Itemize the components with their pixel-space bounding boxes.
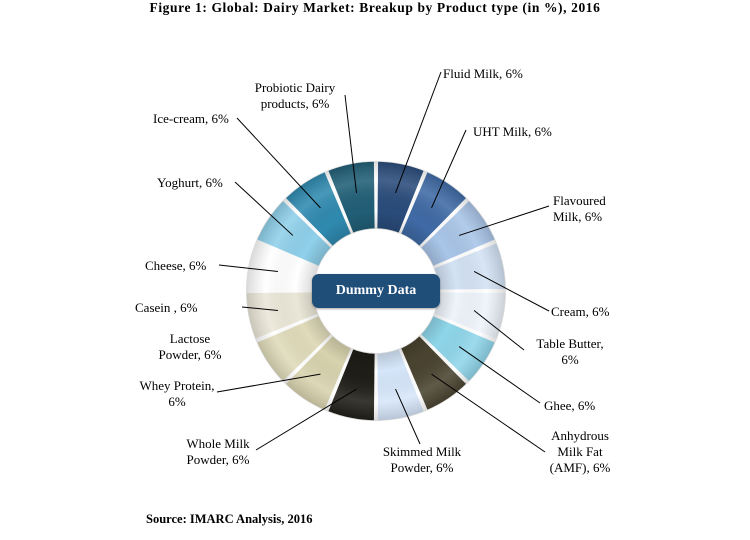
leader-line: [344, 94, 357, 193]
slice-label: Probiotic Dairy products, 6%: [255, 80, 336, 111]
leader-line: [458, 205, 550, 236]
slice-label: Table Butter, 6%: [536, 336, 603, 367]
leader-line: [234, 181, 294, 236]
slice-label: Cheese, 6%: [145, 258, 207, 273]
leader-line: [473, 271, 550, 312]
slice-label: UHT Milk, 6%: [473, 124, 552, 139]
leader-line: [241, 306, 278, 312]
slice-label: Flavoured Milk, 6%: [553, 193, 606, 224]
leader-line: [473, 310, 525, 351]
leader-line: [255, 388, 357, 451]
slice-label: Ice-cream, 6%: [153, 111, 229, 126]
leader-line: [431, 129, 467, 209]
slice-label: Lactose Powder, 6%: [158, 331, 221, 362]
source-note: Source: IMARC Analysis, 2016: [146, 512, 313, 526]
slice-label: Fluid Milk, 6%: [443, 66, 523, 81]
leader-line: [218, 264, 278, 272]
slice-label: Casein , 6%: [135, 300, 198, 315]
chart-title: Figure 1: Global: Dairy Market: Breakup …: [149, 0, 601, 15]
leader-line: [216, 373, 321, 393]
slice-label: Skimmed Milk Powder, 6%: [383, 444, 462, 475]
slice-label: Whole Milk Powder, 6%: [186, 436, 250, 467]
slice-label: Cream, 6%: [551, 304, 610, 319]
slice-label: Yoghurt, 6%: [157, 175, 223, 190]
center-label: Dummy Data: [312, 274, 440, 308]
slice-label: Ghee, 6%: [544, 398, 595, 413]
leader-line: [395, 388, 421, 445]
leader-line: [236, 117, 321, 209]
leader-line: [458, 346, 541, 404]
slice-label: Whey Protein, 6%: [139, 378, 214, 409]
leader-line: [431, 373, 546, 453]
slice-label: Anhydrous Milk Fat (AMF), 6%: [550, 428, 611, 475]
leader-line: [395, 71, 442, 194]
